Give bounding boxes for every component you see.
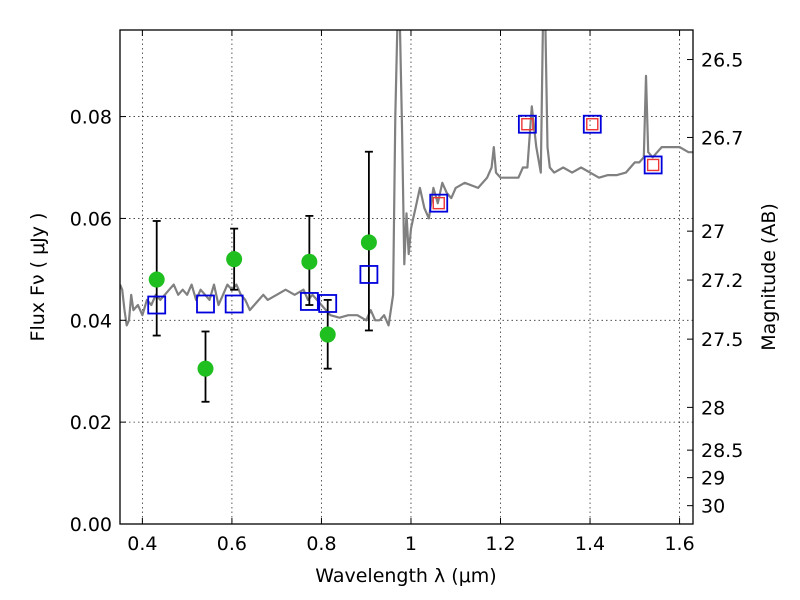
x-axis-label: Wavelength λ (μm) (315, 565, 496, 587)
sed-model-line (120, 30, 693, 327)
x-tick-label: 0.8 (306, 533, 336, 555)
tick-layer: 0.4 0.6 0.8 1 1.2 1.4 1.6 0.00 0.02 0.04 0.06 0.08 2… (70, 30, 743, 555)
right-tick-label: 28 (701, 397, 725, 419)
model-photometry-square (224, 294, 244, 314)
model-photometry-square (517, 114, 537, 134)
observed-flux-point (226, 251, 243, 268)
right-tick-label: 30 (701, 496, 725, 518)
plot-layer (120, 30, 693, 403)
right-axis-label: Magnitude (AB) (758, 203, 780, 351)
x-tick-label: 0.4 (127, 533, 157, 555)
upper-limit-square (521, 118, 534, 131)
upper-limit-square (432, 196, 445, 210)
model-photometry-square (147, 295, 167, 315)
right-tick-label: 29 (701, 468, 725, 490)
y-tick-label: 0.08 (70, 107, 112, 129)
y-tick-label: 0.06 (70, 208, 112, 230)
right-tick-label: 27.5 (701, 329, 743, 351)
x-tick-label: 1.6 (664, 533, 694, 555)
observed-flux-point (197, 360, 214, 377)
model-photometry-square (196, 294, 215, 314)
x-tick-label: 0.6 (217, 533, 247, 555)
x-tick-label: 1.4 (575, 533, 605, 555)
right-tick-label: 28.5 (701, 440, 743, 462)
observed-flux-point (301, 253, 318, 270)
observed-flux-point (148, 271, 165, 288)
y-tick-label: 0.00 (70, 514, 112, 536)
upper-limit-square (646, 158, 660, 172)
right-tick-label: 26.7 (701, 127, 743, 149)
grid-layer (120, 30, 693, 525)
right-tick-label: 26.5 (701, 50, 743, 72)
model-photometry-square (359, 265, 379, 284)
observed-flux-point (360, 234, 377, 251)
observed-flux-point (319, 326, 336, 343)
model-photometry-square (299, 292, 319, 311)
right-tick-label: 27.2 (701, 270, 743, 292)
x-tick-label: 1.2 (485, 533, 515, 555)
model-photometry-square (643, 155, 663, 175)
plot-frame (119, 29, 694, 525)
y-axis-label: Flux Fν ( μJy ) (27, 213, 49, 342)
x-tick-label: 1 (405, 533, 417, 555)
model-photometry-square (318, 294, 338, 313)
y-tick-label: 0.02 (70, 412, 112, 434)
y-tick-label: 0.04 (70, 310, 112, 332)
model-photometry-square (429, 193, 449, 213)
right-tick-label: 27 (701, 221, 725, 243)
model-photometry-square (582, 114, 602, 134)
upper-limit-square (586, 118, 599, 131)
